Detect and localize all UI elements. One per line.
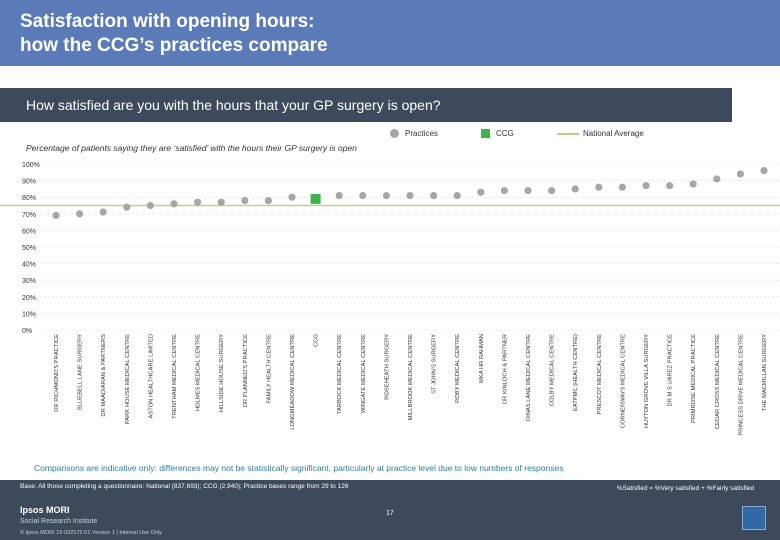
y-tick-label: 10% bbox=[22, 311, 36, 318]
practice-point bbox=[500, 186, 508, 195]
practice-point bbox=[453, 191, 461, 200]
legend-practices: Practices bbox=[390, 129, 438, 138]
category-label: ST JOHN'S SURGERY bbox=[432, 334, 438, 394]
legend-ccg-label: CCG bbox=[496, 129, 514, 138]
y-tick-label: 90% bbox=[22, 179, 36, 186]
y-tick-label: 40% bbox=[22, 262, 36, 269]
category-label: HILLSIDE HOUSE SURGERY bbox=[219, 334, 225, 412]
y-tick-label: 30% bbox=[22, 278, 36, 285]
practice-point bbox=[194, 198, 202, 206]
page-number: 17 bbox=[386, 510, 394, 517]
page-title: Satisfaction with opening hours: how the… bbox=[20, 10, 580, 58]
category-label: DR MAADIARAN & PARTNERS bbox=[101, 334, 107, 417]
title-line-1: Satisfaction with opening hours: bbox=[20, 11, 315, 32]
practice-point bbox=[123, 203, 131, 211]
title-line-2: how the CCG’s practices compare bbox=[20, 35, 328, 56]
category-label: CCG bbox=[314, 334, 320, 347]
category-label: ROSEHEATH SURGERY bbox=[384, 334, 390, 400]
category-label: MILLBROOK MEDICAL CENTRE bbox=[408, 334, 414, 421]
category-label: PARK HOUSE MEDICAL CENTRE bbox=[125, 334, 131, 424]
category-label: DR M S UAREZ PRACTICE bbox=[668, 334, 674, 407]
practice-point bbox=[477, 188, 485, 196]
practice-marker-icon bbox=[390, 129, 399, 138]
category-label: ROBY MEDICAL CENTRE bbox=[455, 334, 461, 403]
practice-point bbox=[618, 183, 627, 191]
category-label: CEDAR CROSS MEDICAL CENTRE bbox=[715, 334, 721, 429]
category-label: DR RICHMOND'S PRACTICE bbox=[54, 334, 60, 412]
practice-point bbox=[571, 185, 579, 193]
ipsos-corner-logo-icon bbox=[742, 506, 766, 530]
category-label: DR PLANNED'S PRACTICE bbox=[243, 334, 249, 407]
category-label: HUYTON GROVE VILLA SURGERY bbox=[644, 334, 650, 428]
y-tick-label: 80% bbox=[22, 195, 36, 202]
practice-point bbox=[382, 191, 390, 200]
practice-point bbox=[406, 191, 414, 200]
base-note: Base: All those completing a questionnai… bbox=[20, 483, 349, 490]
category-label: BLUEBELL LANE SURGERY bbox=[78, 334, 84, 410]
legend-national: National Average bbox=[557, 129, 644, 138]
practice-point bbox=[760, 167, 768, 175]
practice-point bbox=[524, 186, 532, 195]
practice-point bbox=[264, 196, 272, 205]
practice-point bbox=[335, 191, 343, 200]
practice-point bbox=[430, 191, 438, 200]
question-text: How satisfied are you with the hours tha… bbox=[26, 97, 441, 113]
y-tick-label: 20% bbox=[22, 295, 36, 302]
ccg-marker-icon bbox=[481, 129, 490, 138]
y-tick-label: 0% bbox=[22, 328, 32, 335]
comparisons-note: Comparisons are indicative only: differe… bbox=[34, 463, 564, 473]
practice-point bbox=[217, 198, 225, 206]
question-bar bbox=[0, 88, 732, 122]
practice-point bbox=[241, 196, 249, 205]
category-label: MKA HR RAHMAN bbox=[479, 334, 485, 383]
practice-point bbox=[666, 181, 674, 190]
ipsos-logo: Ipsos MORI bbox=[20, 505, 70, 515]
satisfaction-chart: 0% 10% 20% 30% 40% 50% 60% 70% 80% 90% 100% DR RICH… bbox=[0, 162, 780, 436]
practice-point bbox=[170, 200, 178, 208]
category-label: TRENTHAM MEDICAL CENTRE bbox=[172, 334, 178, 419]
category-label: WINGATE MEDICAL CENTRE bbox=[361, 334, 367, 413]
practice-point bbox=[595, 183, 603, 191]
y-tick-label: 60% bbox=[22, 228, 36, 235]
ccg-point bbox=[310, 193, 321, 204]
y-tick-label: 100% bbox=[22, 162, 40, 169]
category-label: LONGMEADOW MEDICAL CENTRE bbox=[290, 334, 296, 430]
legend-practices-label: Practices bbox=[405, 129, 438, 138]
chart-caption: Percentage of patients saying they are ‘… bbox=[26, 143, 357, 153]
satisfied-definition: %Satisfied = %Very satisfied + %Fairly s… bbox=[616, 485, 754, 492]
practice-point bbox=[99, 208, 107, 216]
practice-point bbox=[52, 211, 60, 220]
y-tick-label: 70% bbox=[22, 212, 36, 219]
practice-point bbox=[713, 175, 721, 183]
category-label: THE MACMILLAN SURGERY bbox=[762, 334, 768, 411]
category-label: HOLMES MEDICAL CENTRE bbox=[196, 334, 202, 411]
category-label: DR KINLOCH & PARTNER bbox=[502, 334, 508, 404]
practice-point bbox=[288, 193, 296, 201]
practice-point bbox=[689, 180, 697, 188]
category-label: FAMILY HEALTH CENTRE bbox=[266, 334, 272, 404]
category-label: TARBOCK MEDICAL CENTRE bbox=[337, 334, 343, 414]
category-label: COLBY MEDICAL CENTRE bbox=[550, 334, 556, 406]
header-banner: Satisfaction with opening hours: how the… bbox=[0, 0, 780, 66]
practice-point bbox=[76, 210, 84, 218]
category-label: ASTON HEALTHCARE LIMITED bbox=[148, 334, 154, 419]
copyright-note: © Ipsos MORI 15-032172-01 Version 1 | In… bbox=[20, 530, 162, 536]
legend-national-label: National Average bbox=[583, 129, 644, 138]
practice-point bbox=[736, 170, 745, 178]
practice-point bbox=[146, 201, 154, 210]
category-label: CORNERWAYS MEDICAL CENTRE bbox=[620, 334, 626, 428]
practice-point bbox=[642, 181, 650, 190]
org-name: Social Research Institute bbox=[20, 518, 98, 525]
practice-point bbox=[548, 186, 556, 195]
national-line-icon bbox=[557, 132, 579, 135]
legend-ccg: CCG bbox=[481, 129, 514, 138]
category-label: PRESCOT MEDICAL CENTRE bbox=[597, 334, 603, 415]
category-label: DINAS LANE MEDICAL CENTRE bbox=[526, 334, 532, 421]
practice-point bbox=[359, 191, 367, 200]
category-label: EATPMC (HEALTH CENTRE) bbox=[573, 334, 579, 411]
category-label: PRINCESS DRIVE MEDICAL CENTRE bbox=[738, 334, 744, 436]
y-tick-label: 50% bbox=[22, 245, 36, 252]
footer-bar bbox=[0, 480, 780, 540]
category-label: PRIMROSE MEDICAL PRACTICE bbox=[691, 334, 697, 423]
